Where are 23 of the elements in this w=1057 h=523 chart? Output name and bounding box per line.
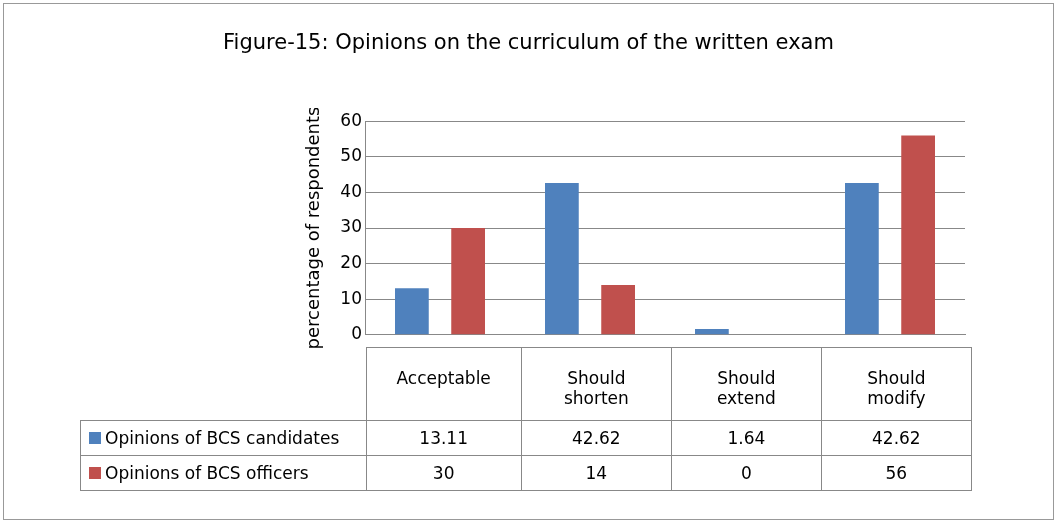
data-label: 42.62 [821, 420, 972, 455]
data-label: 14 [521, 455, 672, 490]
y-tick-label: 10 [340, 287, 362, 308]
data-label: 0 [671, 455, 822, 490]
y-tick-label: 20 [340, 252, 362, 273]
x-tick-label: Should extend [671, 347, 822, 420]
data-label: 1.64 [671, 420, 822, 455]
x-tick-label: Should shorten [521, 347, 672, 420]
x-tick-label: Acceptable [366, 347, 522, 420]
data-label: 30 [366, 455, 522, 490]
y-axis-title: percentage of respondents [302, 106, 324, 350]
y-tick-label: 30 [340, 216, 362, 237]
data-label: 42.62 [521, 420, 672, 455]
data-label: 13.11 [366, 420, 522, 455]
y-tick-label: 0 [351, 323, 362, 344]
legend-label: Opinions of BCS candidates [80, 420, 366, 455]
y-tick-label: 50 [340, 145, 362, 166]
y-tick-label: 60 [340, 109, 362, 130]
chart-title: Figure-15: Opinions on the curriculum of the written exam [222, 30, 835, 54]
y-tick-label: 40 [340, 180, 362, 201]
data-label: 56 [821, 455, 972, 490]
legend-label: Opinions of BCS officers [80, 455, 366, 490]
x-tick-label: Should modify [821, 347, 972, 420]
